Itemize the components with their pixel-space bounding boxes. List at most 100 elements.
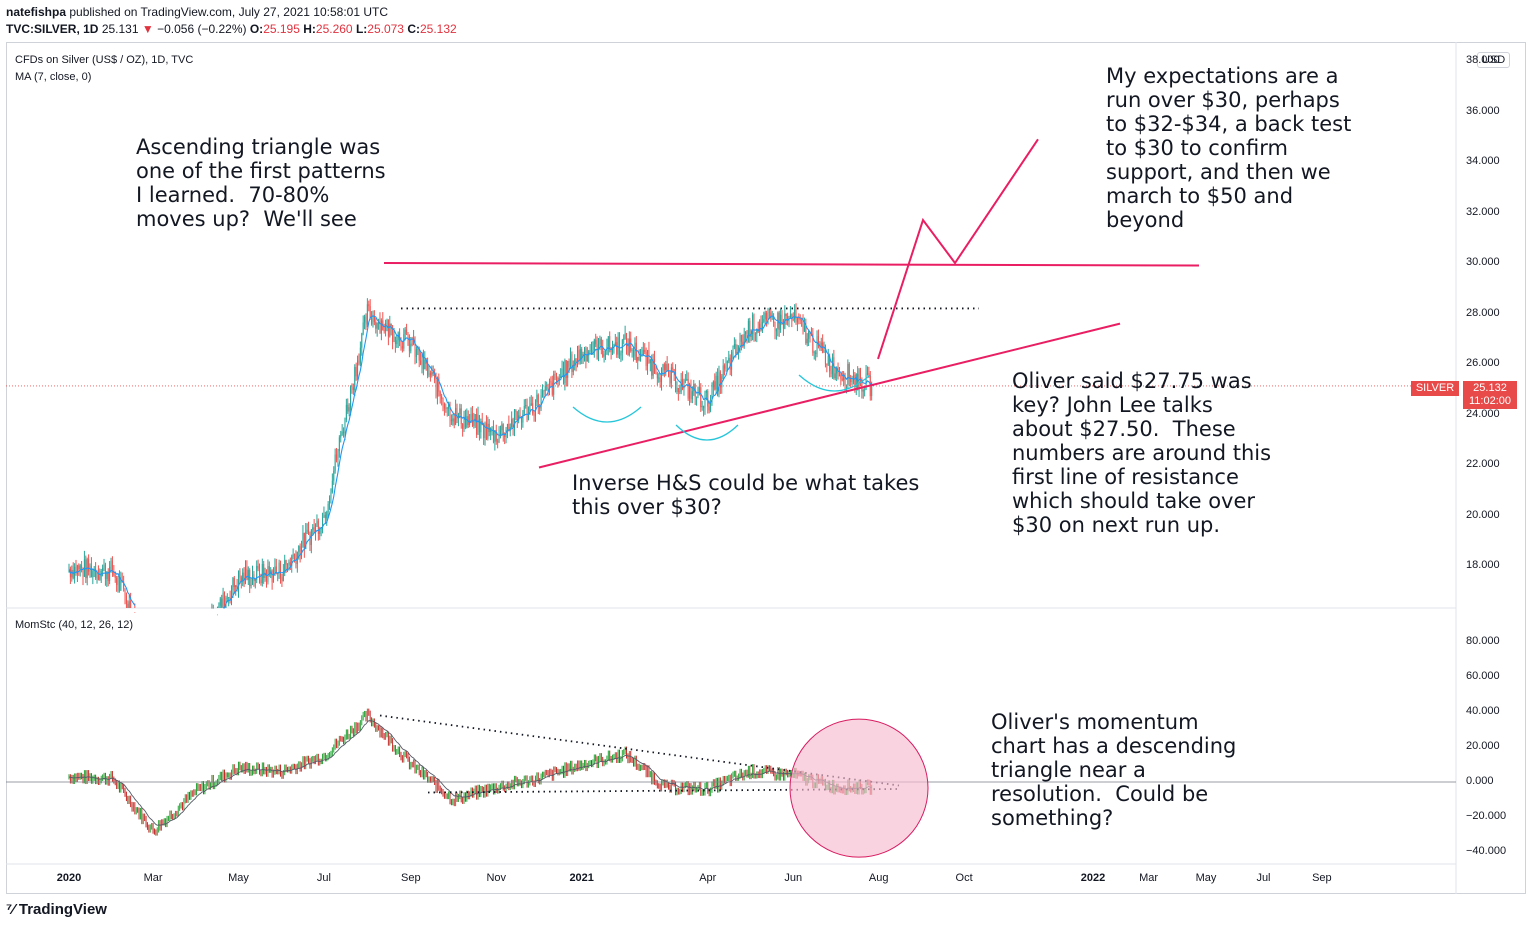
price-candle-body [805, 325, 807, 344]
note-expectations[interactable]: My expectations are a run over $30, perh… [1106, 64, 1352, 232]
chart-frame [6, 42, 1526, 894]
price-candle-body [606, 346, 608, 355]
price-candle-body [484, 422, 486, 439]
price-candle-body [434, 373, 436, 380]
price-candle-body [686, 378, 688, 381]
price-candle-body [525, 404, 527, 406]
price-candle-body [127, 603, 129, 608]
price-candle-body [817, 336, 819, 347]
price-candle-body [680, 379, 682, 392]
price-candle-body [491, 427, 493, 429]
time-tick: Sep [1312, 872, 1332, 884]
price-candle-body [651, 359, 653, 376]
price-candle-body [635, 342, 637, 361]
note-ascending-triangle[interactable]: Ascending triangle was one of the first … [136, 135, 386, 231]
price-candle-body [404, 329, 406, 335]
price-tick: 30.000 [1466, 256, 1500, 268]
price-candle-body [250, 584, 252, 587]
bar-countdown: 11:02:00 [1468, 395, 1511, 407]
price-candle-body [600, 338, 602, 348]
tradingview-logo[interactable]: ⁷⁄ TradingView [6, 901, 107, 918]
price-candle-body [745, 331, 747, 335]
price-candle-body [97, 573, 99, 580]
price-candle-body [764, 312, 766, 320]
author-name[interactable]: natefishpa [6, 5, 67, 19]
chart-canvas[interactable] [6, 42, 1526, 894]
price-candle-body [711, 387, 713, 402]
price-candle-body [760, 323, 762, 331]
price-candle-body [520, 417, 522, 423]
price-tick: 24.000 [1466, 407, 1500, 420]
time-tick: Apr [699, 872, 717, 884]
price-candle-body [492, 427, 494, 442]
price-candle-body [114, 575, 116, 578]
price-candle-body [480, 421, 482, 433]
price-candle-body [223, 592, 225, 608]
price-candle-body [526, 404, 528, 420]
price-candle-body [303, 532, 305, 549]
price-change: −0.056 (−0.22%) [157, 22, 247, 36]
price-candle-body [665, 364, 667, 371]
price-candle-body [252, 574, 254, 585]
price-candle-body [766, 312, 768, 320]
ma-line [68, 314, 872, 609]
price-candle-body [389, 323, 391, 337]
price-candle-body [845, 384, 847, 386]
note-inverse-hs[interactable]: Inverse H&S could be what takes this ove… [572, 471, 920, 519]
price-candle-body [273, 575, 275, 583]
price-candle-body [523, 405, 525, 414]
price-candle-body [697, 393, 699, 397]
price-candle-body [830, 371, 832, 374]
price-candle-body [551, 382, 553, 395]
price-candle-body [708, 406, 710, 411]
price-candle-body [284, 560, 286, 573]
price-candle-body [309, 534, 311, 545]
price-candle-body [736, 351, 738, 354]
price-candle-body [568, 361, 570, 367]
price-candle-body [710, 401, 712, 411]
price-candle-body [338, 437, 340, 452]
price-candle-body [512, 419, 514, 429]
price-candle-body [591, 350, 593, 355]
price-candle-body [833, 357, 835, 379]
price-candle-body [519, 415, 521, 418]
price-candle-body [324, 514, 326, 519]
ma-segment [223, 314, 872, 609]
price-candle-body [256, 565, 258, 580]
price-candle-body [452, 418, 454, 422]
price-candle-body [355, 367, 357, 377]
price-candle-body [88, 559, 90, 572]
price-candle-body [116, 577, 118, 586]
note-oliver-levels[interactable]: Oliver said $27.75 was key? John Lee tal… [1012, 369, 1272, 537]
price-candle-body [569, 354, 571, 367]
left-shoulder-arc [572, 406, 642, 423]
note-momentum[interactable]: Oliver's momentum chart has a descending… [991, 710, 1237, 830]
price-candle-body [274, 566, 276, 576]
price-candle-body [662, 364, 664, 368]
current-price-tag: 25.132 11:02:00 [1463, 381, 1517, 409]
time-tick: 2021 [569, 872, 594, 884]
price-candle-body [289, 562, 291, 566]
price-candle-body [638, 356, 640, 361]
momentum-tick: −40.000 [1466, 845, 1507, 857]
price-candle-body [464, 416, 466, 428]
low-label: L: [355, 22, 368, 36]
price-candle-body [243, 572, 245, 584]
price-candle-body [541, 390, 543, 396]
price-candle-body [775, 328, 777, 332]
price-candle-body [655, 373, 657, 375]
momentum-tick: 80.000 [1466, 635, 1500, 647]
price-candle-body [373, 315, 375, 322]
price-candle-body [866, 372, 868, 374]
price-candle-body [326, 511, 328, 519]
price-candle-body [813, 352, 815, 354]
price-candle-body [386, 319, 388, 324]
price-candle-body [393, 336, 395, 343]
price-candle-body [739, 334, 741, 347]
price-candle-body [236, 585, 238, 590]
price-candle-body [670, 367, 672, 384]
price-candle-body [682, 379, 684, 390]
currency-button[interactable]: USD [1477, 52, 1511, 68]
price-candle-body [358, 360, 360, 364]
open-value: 25.195 [263, 22, 300, 36]
